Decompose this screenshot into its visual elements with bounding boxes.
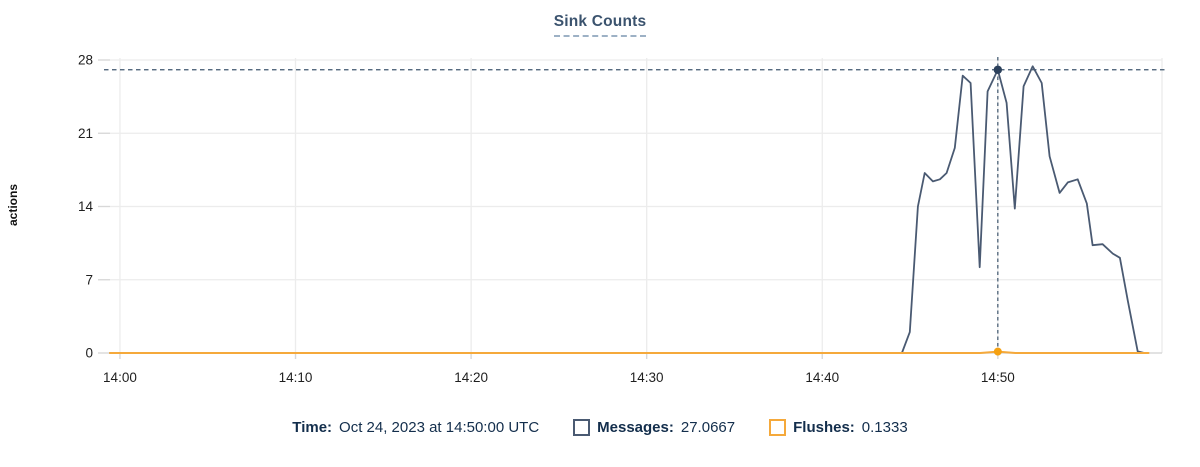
hover-markers [993,65,1003,356]
messages-value: 27.0667 [680,419,736,436]
messages-label: Messages: [597,419,674,436]
axis-lines [98,59,1162,359]
time-label: Time: [292,419,333,436]
messages-line [109,65,1145,354]
flushes-swatch-icon[interactable] [769,419,787,436]
y-tick-label: 28 [78,53,93,68]
y-tick-label: 21 [78,126,93,141]
hover-readout: Time: Oct 24, 2023 at 14:50:00 UTC Messa… [0,419,1200,436]
chart-title[interactable]: Sink Counts [553,13,647,37]
grid-horizontal [110,59,1162,281]
chart-title-row: Sink Counts [0,13,1200,37]
x-tick-label: 14:20 [454,370,488,385]
y-tick-labels: 0 7 14 21 28 [78,53,94,361]
x-tick-label: 14:50 [981,370,1015,385]
messages-hover-dot [993,65,1003,74]
flushes-label: Flushes: [793,419,855,436]
y-tick-label: 0 [85,346,93,361]
flushes-hover-dot [993,347,1002,356]
legend-item-messages[interactable]: Messages: 27.0667 [573,419,735,436]
legend-item-flushes[interactable]: Flushes: 0.1333 [769,419,908,436]
x-tick-label: 14:00 [103,370,137,385]
flushes-line-top [109,350,1150,354]
x-tick-label: 14:30 [630,370,664,385]
messages-series-path [109,65,1145,354]
hover-crosshair [104,57,1167,353]
sink-counts-chart[interactable]: 0 7 14 21 28 14:00 14:10 14:20 14:30 14:40 14:50 [0,0,1200,410]
x-tick-labels: 14:00 14:10 14:20 14:30 14:40 14:50 [103,370,1015,385]
flushes-series-path [109,350,1150,354]
x-tick-label: 14:40 [805,370,839,385]
flushes-value: 0.1333 [861,419,908,436]
time-readout: Time: Oct 24, 2023 at 14:50:00 UTC [292,419,539,436]
y-tick-label: 14 [78,199,94,214]
y-tick-label: 7 [85,272,93,287]
x-tick-label: 14:10 [279,370,313,385]
time-value: Oct 24, 2023 at 14:50:00 UTC [339,419,540,436]
grid-vertical [119,58,1163,353]
messages-swatch-icon[interactable] [573,419,591,436]
